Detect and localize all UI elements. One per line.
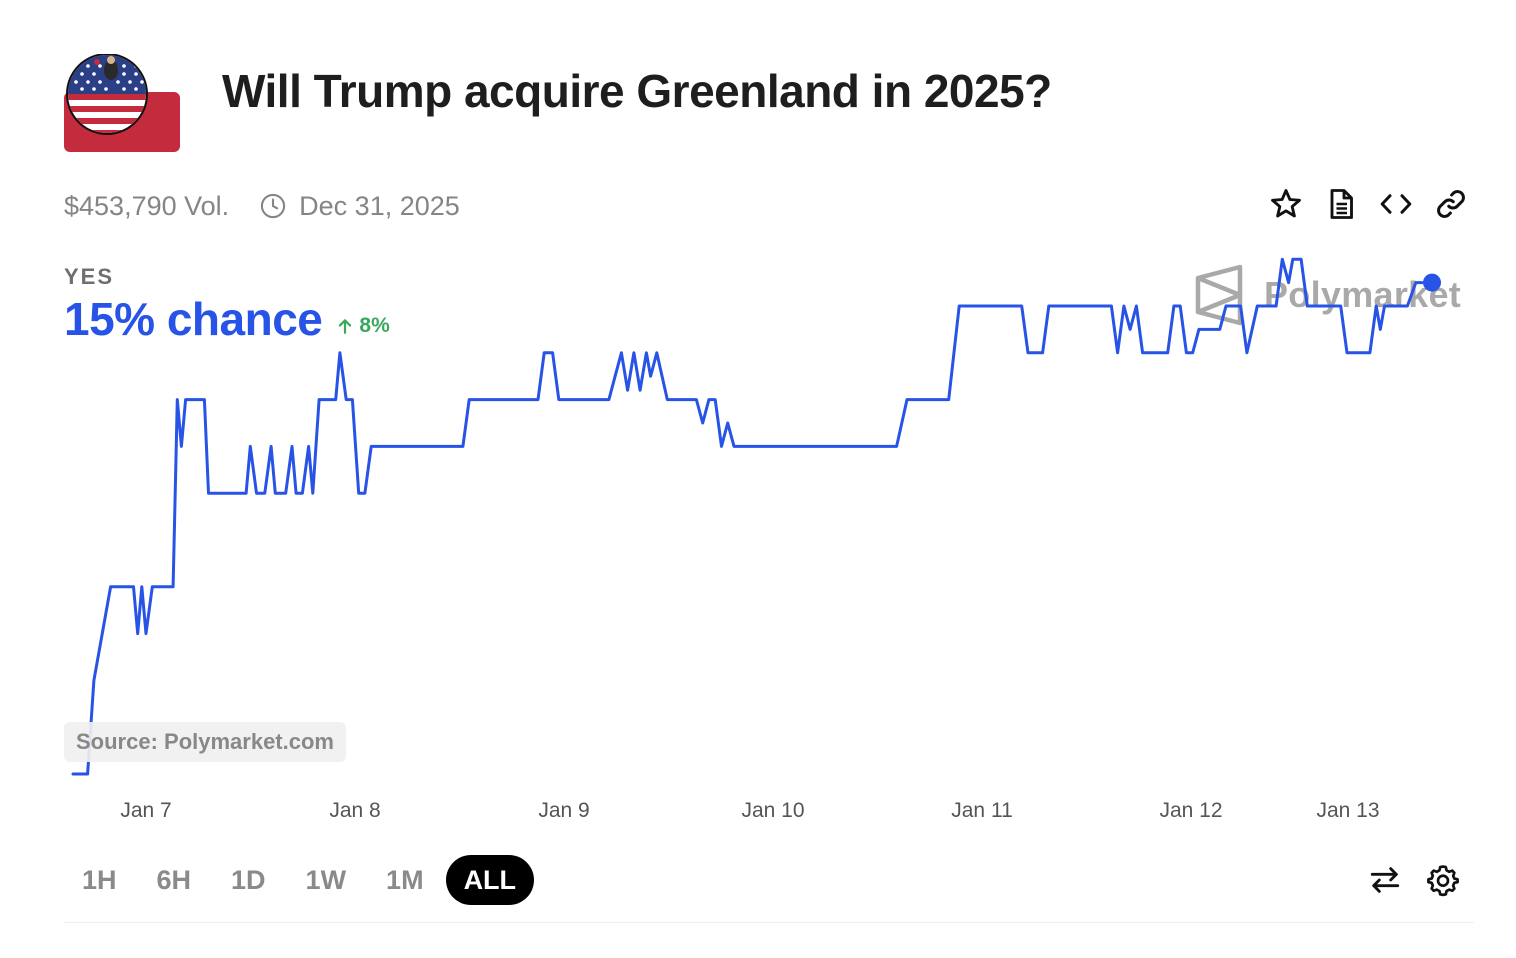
polymarket-watermark: Polymarket xyxy=(1194,264,1461,326)
embed-button[interactable] xyxy=(1372,184,1420,224)
swap-icon xyxy=(1370,867,1400,893)
favorite-button[interactable] xyxy=(1262,184,1310,224)
x-tick-label: Jan 8 xyxy=(329,799,380,822)
market-meta: $453,790 Vol. Dec 31, 2025 xyxy=(64,186,460,226)
chart-settings-button[interactable] xyxy=(1420,858,1466,902)
watermark-text: Polymarket xyxy=(1264,274,1462,315)
range-tab-1w[interactable]: 1W xyxy=(305,864,347,895)
outcome-label: YES xyxy=(64,264,115,289)
x-tick-label: Jan 11 xyxy=(951,799,1013,822)
range-tab-1d[interactable]: 1D xyxy=(231,864,266,895)
x-tick-label: Jan 13 xyxy=(1316,799,1379,822)
x-tick-label: Jan 12 xyxy=(1159,799,1222,822)
x-tick-label: Jan 10 xyxy=(741,799,804,822)
arrow-up-icon xyxy=(339,319,352,334)
bottom-divider xyxy=(64,922,1474,923)
market-toolbar xyxy=(1262,184,1482,224)
market-title: Will Trump acquire Greenland in 2025? xyxy=(222,65,1052,117)
range-tab-1h[interactable]: 1H xyxy=(82,864,117,895)
x-tick-label: Jan 9 xyxy=(538,799,589,822)
x-tick-label: Jan 7 xyxy=(120,799,171,822)
market-thumbnail xyxy=(64,53,180,152)
range-tab-all[interactable]: ALL xyxy=(445,855,535,905)
volume-text: $453,790 Vol. xyxy=(64,190,230,221)
source-badge: Source: Polymarket.com xyxy=(64,722,346,762)
chance-row: 15% chance 8% xyxy=(64,292,390,346)
polymarket-logo-icon xyxy=(1195,264,1243,326)
chance-change: 8% xyxy=(336,314,390,338)
end-date: Dec 31, 2025 xyxy=(259,191,460,222)
chance-value: 15% chance xyxy=(64,293,323,345)
range-tab-6h[interactable]: 6H xyxy=(156,864,192,895)
time-range-tabs: 1H 6H 1D 1W 1M ALL xyxy=(64,855,538,905)
embed-code-icon xyxy=(1380,194,1412,214)
range-tab-1m[interactable]: 1M xyxy=(386,864,424,895)
rules-button[interactable] xyxy=(1317,184,1365,224)
chance-change-value: 8% xyxy=(359,314,390,337)
end-date-text: Dec 31, 2025 xyxy=(299,190,460,221)
x-axis: Jan 7 Jan 8 Jan 9 Jan 10 Jan 11 Jan 12 Jan 13 xyxy=(120,799,1379,822)
document-icon xyxy=(1330,189,1353,219)
swap-outcome-button[interactable] xyxy=(1362,858,1408,902)
copy-link-button[interactable] xyxy=(1427,184,1475,224)
us-flag-greenland-thumbnail-icon xyxy=(64,53,180,152)
clock-icon xyxy=(261,193,286,219)
settings-gear-icon xyxy=(1427,865,1459,897)
chart-tools xyxy=(1362,858,1478,902)
link-icon xyxy=(1437,190,1465,218)
star-icon xyxy=(1271,189,1301,218)
